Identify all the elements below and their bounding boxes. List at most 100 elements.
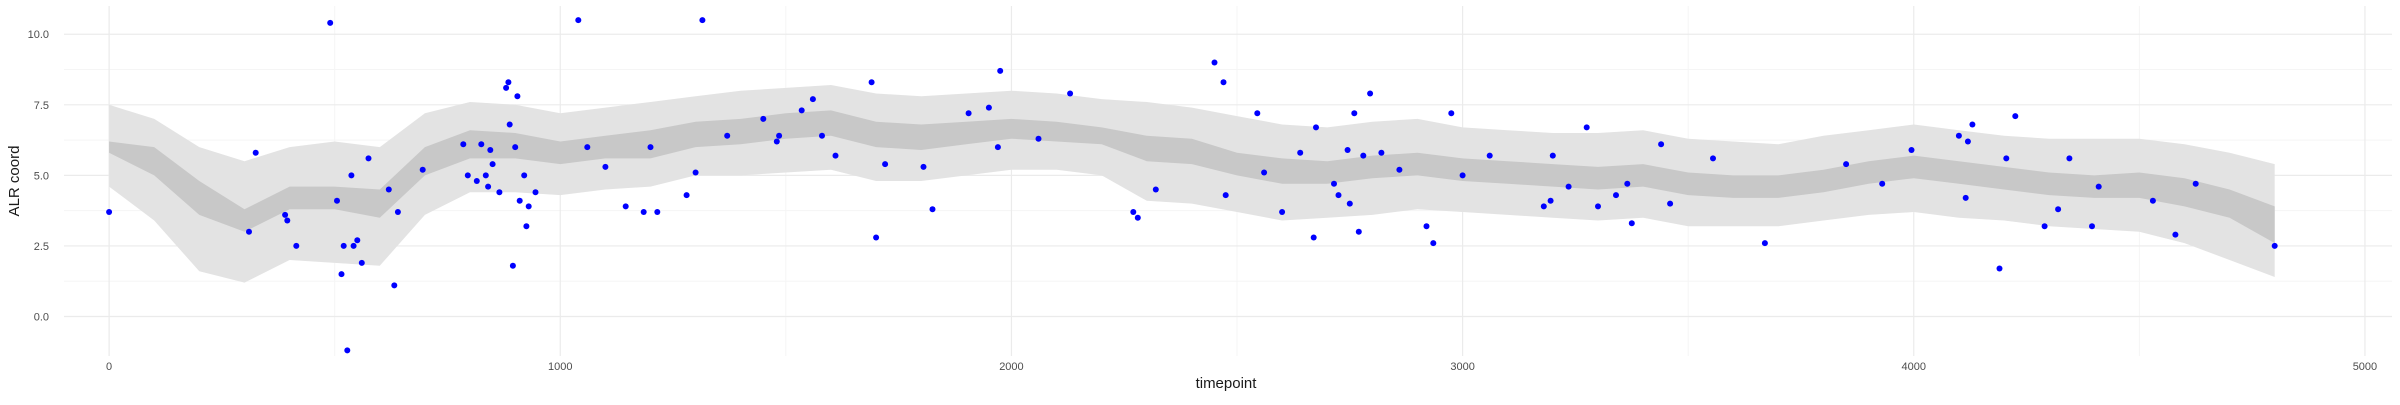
data-point [776,132,783,139]
data-point [485,183,492,190]
data-point [1583,124,1590,131]
x-axis-ticks: 0 1000 2000 3000 4000 5000 [106,361,2377,373]
x-tick-label: 4000 [1902,361,1926,373]
data-point [920,163,927,170]
y-axis-ticks: 0.0 2.5 5.0 7.5 10.0 [28,29,49,323]
band-50-area [109,110,2275,244]
data-point [365,155,372,162]
data-point [1378,149,1385,156]
data-point [334,197,340,204]
data-point [514,93,521,100]
data-point [1360,152,1367,159]
data-point [929,206,936,213]
data-point [760,115,767,122]
data-point [1331,180,1337,187]
data-point [106,209,113,215]
data-point [1261,169,1268,176]
y-tick-label: 0.0 [34,311,49,323]
data-point [1346,200,1353,207]
data-point [2172,231,2179,238]
data-point [602,163,609,170]
credible-band-50 [109,110,2275,244]
data-point [2149,197,2156,204]
data-point [1459,172,1466,179]
data-point [832,152,839,159]
data-point [809,96,816,103]
data-point [1969,121,1976,128]
data-point [1964,138,1971,145]
y-tick-label: 5.0 [34,170,49,182]
data-point [1067,90,1074,97]
x-tick-label: 0 [106,361,112,373]
data-point [1565,183,1572,190]
data-point [460,141,467,148]
data-point [1761,240,1768,247]
data-point [293,242,300,249]
x-axis-title: timepoint [1196,375,1258,392]
data-point [521,172,528,179]
y-tick-label: 10.0 [28,29,49,41]
data-point [1211,59,1218,66]
data-point [532,189,539,196]
data-point [1658,141,1665,148]
data-point [640,209,647,215]
data-point [1996,265,2003,272]
data-point [282,211,289,218]
data-point [338,271,345,278]
data-point [1396,166,1403,173]
data-point [1254,110,1261,117]
data-point [1430,240,1437,247]
data-point [344,347,351,354]
data-point [1908,147,1915,153]
data-point [1134,214,1141,221]
data-point [473,178,480,184]
data-point [654,209,661,215]
data-point [1613,192,1619,199]
data-point [394,209,401,215]
data-point [2012,113,2019,120]
data-point [683,192,690,199]
data-point [2192,180,2199,187]
data-point [496,189,503,196]
data-point [1279,209,1286,215]
data-point [1297,149,1304,156]
data-point [1595,203,1601,210]
data-point [2271,242,2278,249]
data-point [2089,223,2095,230]
data-point [1035,135,1042,142]
data-point [252,149,259,156]
data-point [1667,200,1674,207]
data-point [516,197,523,204]
data-point [512,144,519,151]
data-point [622,203,629,210]
data-point [985,104,992,111]
data-point [1152,186,1159,193]
data-point [2003,155,2010,162]
y-tick-label: 2.5 [34,241,49,253]
data-point [1624,180,1631,187]
data-point [819,132,825,139]
data-point [525,203,532,210]
data-point [1448,110,1455,117]
data-point [246,228,252,235]
data-point [2041,223,2048,230]
data-point [1547,197,1554,204]
data-point [419,166,426,173]
data-point [354,237,361,244]
data-point [1423,223,1430,230]
data-point [482,172,489,179]
data-point [327,19,334,26]
data-point [724,132,731,139]
data-point [348,172,355,179]
data-point [284,217,291,224]
data-point [358,259,365,266]
data-point [1843,161,1850,168]
data-point [2055,206,2062,213]
data-point [882,161,889,168]
data-point [798,107,805,114]
y-axis-title: ALR coord [6,146,23,217]
data-point [1355,228,1362,235]
data-point [1955,132,1962,139]
